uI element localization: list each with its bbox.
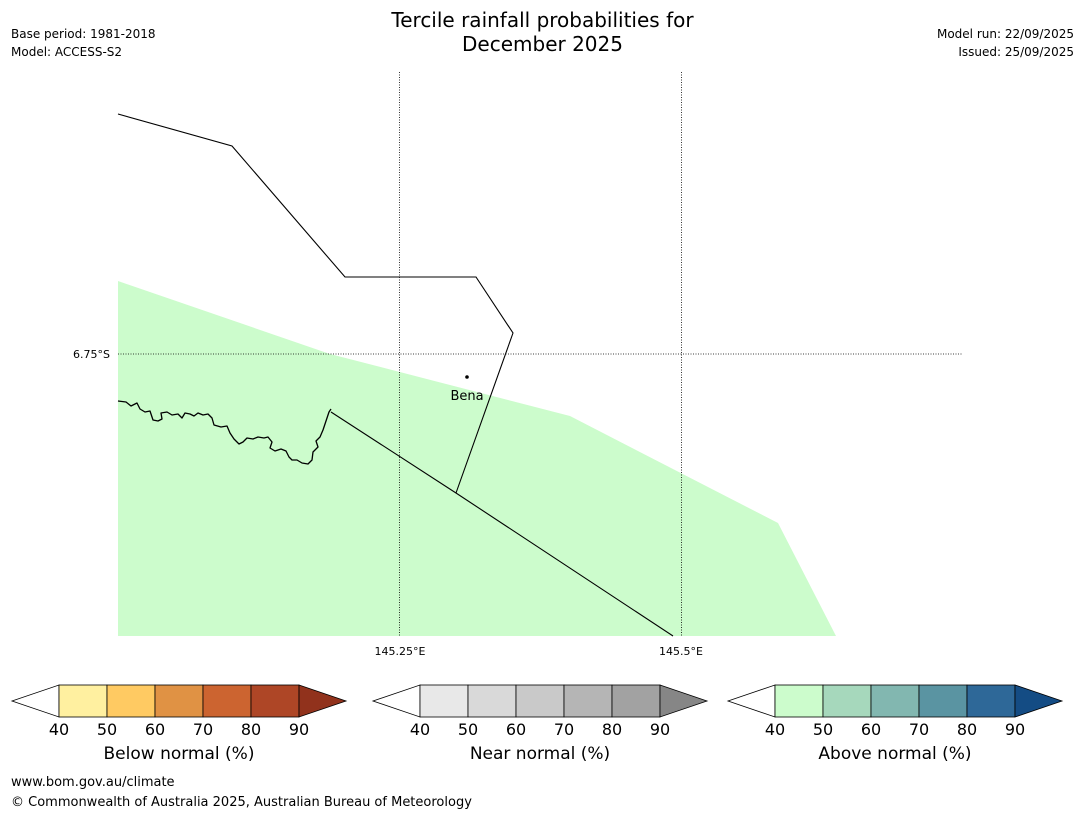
longitude-label-1: 145.25°E <box>375 645 426 658</box>
colorbars: 40 50 60 70 80 90 40 50 60 70 80 90 40 5… <box>10 684 1064 739</box>
issued-date: Issued: 25/09/2025 <box>958 45 1074 59</box>
colorbar-tick: 90 <box>289 720 309 739</box>
colorbar-below-swatch <box>58 684 108 718</box>
colorbar-tick: 70 <box>193 720 213 739</box>
title-line-2: December 2025 <box>462 32 623 56</box>
colorbar-tick: 40 <box>410 720 430 739</box>
colorbar-tick: 60 <box>506 720 526 739</box>
map: Bena 6.75°S 145.25°E 145.5°E <box>73 72 963 658</box>
colorbar-tick: 50 <box>97 720 117 739</box>
colorbar-near-swatch <box>611 684 661 718</box>
colorbar-tick: 80 <box>602 720 622 739</box>
river-line <box>117 400 332 465</box>
footer-copyright: © Commonwealth of Australia 2025, Austra… <box>11 795 472 810</box>
province-boundary-south <box>330 411 674 637</box>
colorbar-tick: 80 <box>957 720 977 739</box>
colorbar-tick: 40 <box>49 720 69 739</box>
colorbar-above-swatch <box>870 684 920 718</box>
colorbar-near-swatch <box>419 684 469 718</box>
colorbar-below: 40 50 60 70 80 90 <box>10 684 348 739</box>
chart-title: Tercile rainfall probabilities for Decem… <box>0 8 1085 56</box>
colorbar-near-swatch <box>515 684 565 718</box>
colorbar-below-swatch <box>250 684 300 718</box>
bena-marker <box>465 375 469 379</box>
colorbar-above: 40 50 60 70 80 90 <box>726 684 1064 739</box>
place-label-bena: Bena <box>450 389 483 404</box>
colorbar-near-extend-low <box>371 684 421 718</box>
colorbar-above-swatch <box>966 684 1016 718</box>
colorbar-below-swatch <box>154 684 204 718</box>
colorbar-tick: 50 <box>813 720 833 739</box>
colorbar-tick: 60 <box>861 720 881 739</box>
colorbar-below-title: Below normal (%) <box>103 744 255 764</box>
province-boundary-north <box>117 113 514 494</box>
colorbar-below-swatch <box>106 684 156 718</box>
colorbar-near-swatch <box>563 684 613 718</box>
colorbar-tick: 70 <box>909 720 929 739</box>
colorbar-above-swatch <box>774 684 824 718</box>
latitude-label: 6.75°S <box>73 348 110 361</box>
longitude-label-2: 145.5°E <box>659 645 703 658</box>
colorbar-near-title: Near normal (%) <box>469 744 611 764</box>
colorbar-below-extend-low <box>10 684 60 718</box>
colorbar-near: 40 50 60 70 80 90 <box>371 684 709 739</box>
model-run: Model run: 22/09/2025 <box>936 27 1074 41</box>
colorbar-above-swatch <box>918 684 968 718</box>
above-normal-region <box>118 281 836 636</box>
colorbar-near-extend-high <box>659 684 709 718</box>
colorbar-above-extend-low <box>726 684 776 718</box>
title-line-1: Tercile rainfall probabilities for <box>391 8 694 32</box>
header-right: Model run: 22/09/2025 Issued: 25/09/2025 <box>937 25 1074 61</box>
colorbar-tick: 90 <box>1005 720 1025 739</box>
colorbar-above-swatch <box>822 684 872 718</box>
colorbar-tick: 40 <box>765 720 785 739</box>
colorbar-above-title: Above normal (%) <box>818 744 972 764</box>
colorbar-near-swatch <box>467 684 517 718</box>
colorbar-tick: 60 <box>145 720 165 739</box>
colorbar-tick: 50 <box>458 720 478 739</box>
colorbar-below-extend-high <box>298 684 348 718</box>
colorbar-tick: 80 <box>241 720 261 739</box>
colorbar-below-swatch <box>202 684 252 718</box>
header-left: Base period: 1981-2018 Model: ACCESS-S2 <box>11 25 156 61</box>
colorbar-tick: 70 <box>554 720 574 739</box>
model-name: Model: ACCESS-S2 <box>11 45 123 59</box>
footer-url: www.bom.gov.au/climate <box>11 775 175 790</box>
colorbar-above-extend-high <box>1014 684 1064 718</box>
base-period: Base period: 1981-2018 <box>11 27 156 41</box>
colorbar-tick: 90 <box>650 720 670 739</box>
